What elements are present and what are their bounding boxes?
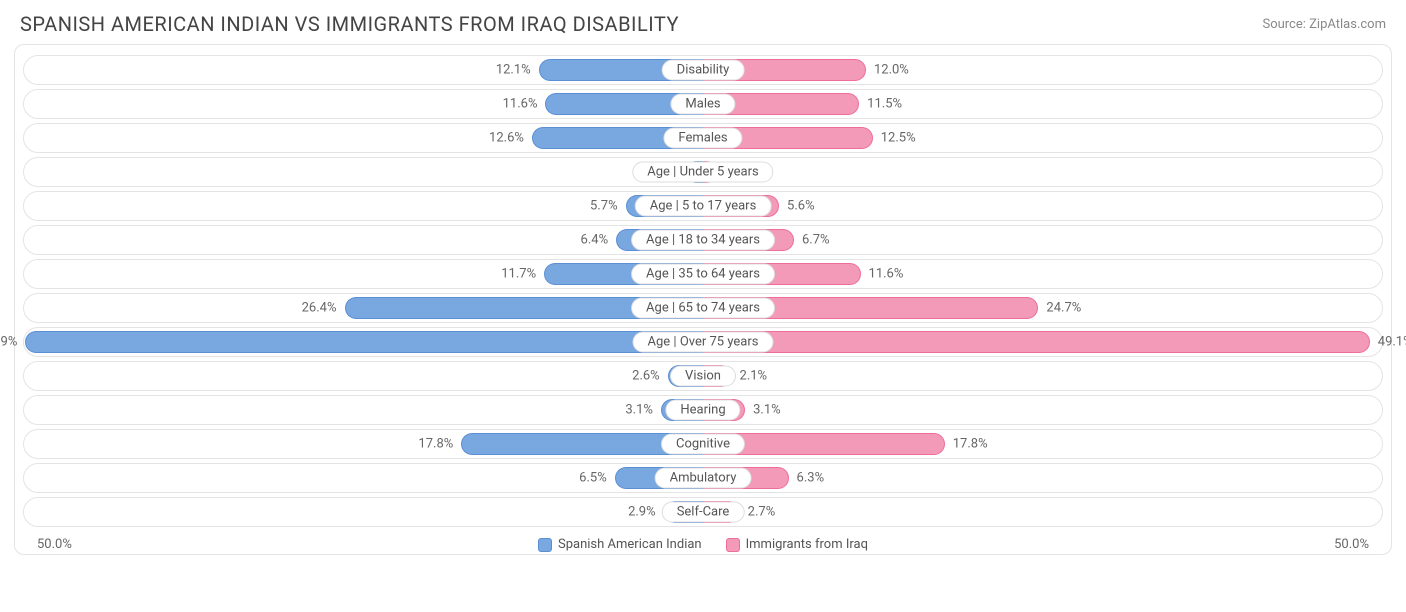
data-row: 1.3%1.1%Age | Under 5 years (23, 157, 1383, 187)
value-right: 49.1% (1378, 335, 1406, 350)
legend-item-left: Spanish American Indian (538, 537, 702, 552)
category-label: Age | Under 5 years (632, 162, 773, 183)
data-row: 12.1% 12.0% Disability (23, 55, 1383, 85)
data-row: 11.7% 11.6% Age | 35 to 64 years (23, 259, 1383, 289)
data-row: 6.4% 6.7% Age | 18 to 34 years (23, 225, 1383, 255)
value-right: 12.0% (874, 63, 909, 78)
legend-swatch-right (726, 538, 740, 552)
legend-swatch-left (538, 538, 552, 552)
value-left: 6.5% (579, 471, 607, 486)
bar-right (703, 331, 1370, 353)
value-right: 2.1% (740, 369, 768, 384)
data-row: 5.7% 5.6% Age | 5 to 17 years (23, 191, 1383, 221)
data-row: 49.9%49.1%Age | Over 75 years (23, 327, 1383, 357)
value-right: 2.7% (748, 505, 776, 520)
chart-area: 12.1% 12.0% Disability 11.6% 11.5% Males 12.6%… (14, 44, 1392, 555)
category-label: Hearing (665, 400, 740, 421)
value-right: 6.7% (802, 233, 830, 248)
axis-max-left: 50.0% (37, 537, 72, 552)
value-left: 5.7% (590, 199, 618, 214)
data-row: 6.5% 6.3% Ambulatory (23, 463, 1383, 493)
chart-source: Source: ZipAtlas.com (1262, 17, 1386, 32)
value-left: 12.6% (489, 131, 524, 146)
legend: Spanish American Indian Immigrants from … (538, 537, 868, 552)
category-label: Self-Care (662, 502, 745, 523)
value-left: 2.9% (628, 505, 656, 520)
category-label: Females (663, 128, 742, 149)
axis-max-right: 50.0% (1334, 537, 1369, 552)
value-right: 6.3% (797, 471, 825, 486)
value-right: 17.8% (953, 437, 988, 452)
value-right: 5.6% (787, 199, 815, 214)
data-row: 2.6% 2.1% Vision (23, 361, 1383, 391)
data-row: 2.9% 2.7%Self-Care (23, 497, 1383, 527)
legend-item-right: Immigrants from Iraq (726, 537, 868, 552)
value-left: 11.6% (503, 97, 538, 112)
category-label: Vision (670, 366, 736, 387)
category-label: Age | 35 to 64 years (631, 264, 775, 285)
value-left: 17.8% (418, 437, 453, 452)
chart-header: SPANISH AMERICAN INDIAN VS IMMIGRANTS FR… (0, 0, 1406, 44)
value-left: 11.7% (501, 267, 536, 282)
category-label: Age | Over 75 years (633, 332, 774, 353)
value-right: 11.5% (867, 97, 902, 112)
category-label: Males (670, 94, 735, 115)
category-label: Age | 18 to 34 years (631, 230, 775, 251)
data-row: 12.6% 12.5% Females (23, 123, 1383, 153)
bar-left (25, 331, 703, 353)
data-row: 17.8% 17.8% Cognitive (23, 429, 1383, 459)
category-label: Age | 5 to 17 years (635, 196, 772, 217)
data-row: 3.1% 3.1% Hearing (23, 395, 1383, 425)
value-left: 49.9% (0, 335, 17, 350)
chart-footer: 50.0% Spanish American Indian Immigrants… (15, 531, 1391, 552)
value-left: 2.6% (632, 369, 660, 384)
value-left: 3.1% (625, 403, 653, 418)
data-row: 26.4% 24.7% Age | 65 to 74 years (23, 293, 1383, 323)
value-left: 6.4% (581, 233, 609, 248)
category-label: Age | 65 to 74 years (631, 298, 775, 319)
chart-title: SPANISH AMERICAN INDIAN VS IMMIGRANTS FR… (20, 12, 679, 36)
value-left: 12.1% (496, 63, 531, 78)
category-label: Disability (662, 60, 745, 81)
value-right: 3.1% (753, 403, 781, 418)
rows-container: 12.1% 12.0% Disability 11.6% 11.5% Males 12.6%… (15, 55, 1391, 527)
value-right: 12.5% (881, 131, 916, 146)
legend-label-left: Spanish American Indian (558, 537, 702, 552)
value-left: 26.4% (302, 301, 337, 316)
data-row: 11.6% 11.5% Males (23, 89, 1383, 119)
category-label: Ambulatory (655, 468, 752, 489)
legend-label-right: Immigrants from Iraq (746, 537, 868, 552)
value-right: 11.6% (869, 267, 904, 282)
value-right: 24.7% (1046, 301, 1081, 316)
category-label: Cognitive (661, 434, 745, 455)
